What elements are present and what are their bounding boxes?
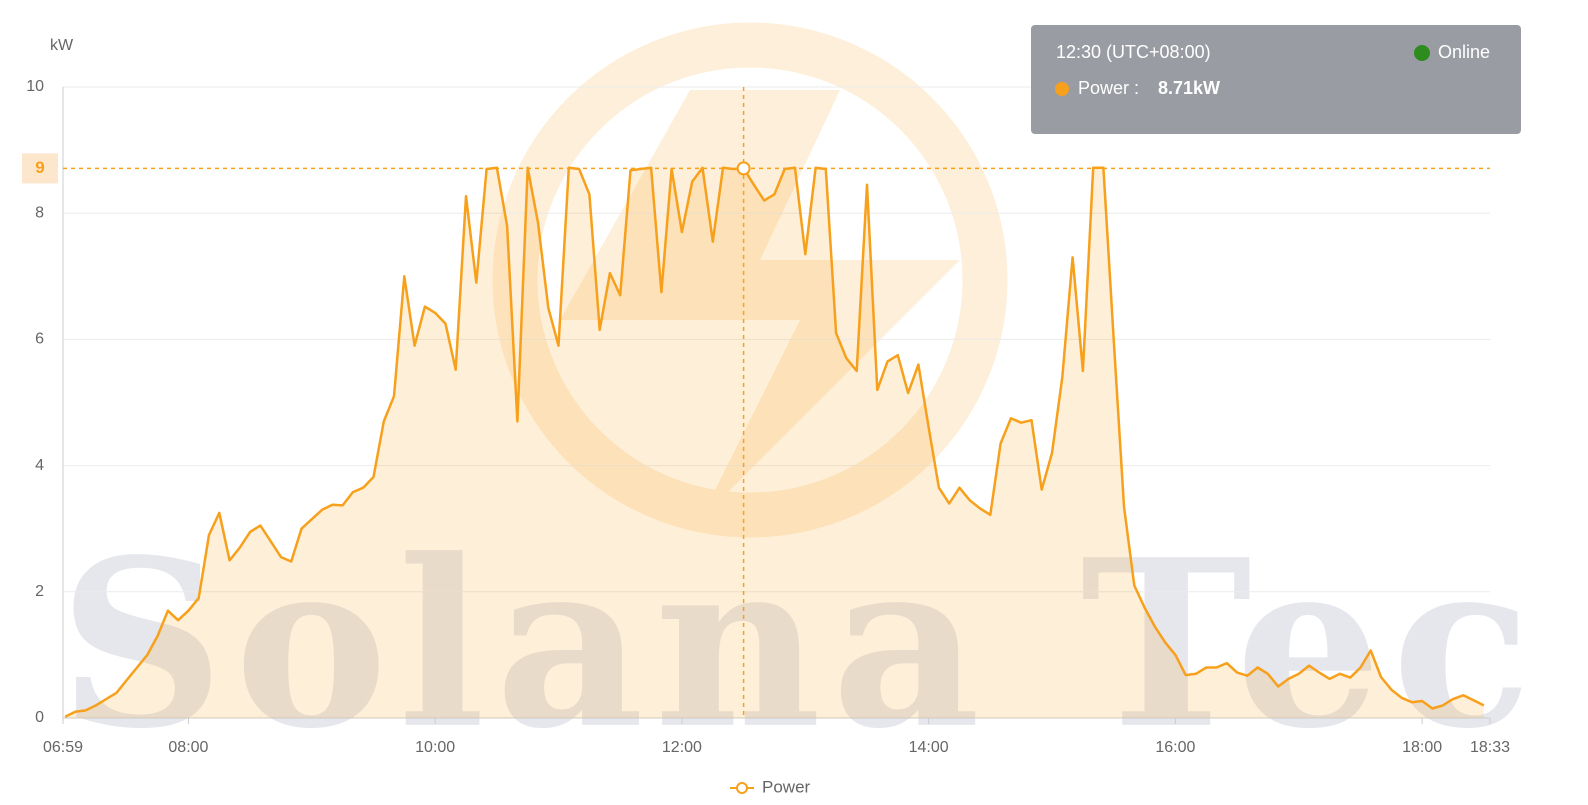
x-tick-label: 10:00	[415, 739, 455, 756]
status-dot	[1414, 45, 1430, 61]
axis-pointer-label: 9	[35, 158, 44, 177]
tooltip-status: Online	[1438, 42, 1490, 62]
y-tick-label: 4	[35, 457, 44, 474]
tooltip-marker	[1055, 82, 1069, 96]
y-tick-label: 6	[35, 331, 44, 348]
y-axis-unit: kW	[50, 37, 74, 54]
legend-label: Power	[762, 777, 811, 796]
tooltip-box	[1031, 25, 1521, 134]
x-tick-label: 08:00	[168, 739, 208, 756]
x-tick-label: 12:00	[662, 739, 702, 756]
axis-pointer-box	[22, 153, 58, 184]
x-tick-label: 18:00	[1402, 739, 1442, 756]
logo-ring	[492, 22, 1008, 538]
x-tick-label: 06:59	[43, 739, 83, 756]
tooltip-series: Power :	[1078, 78, 1139, 98]
x-tick-label: 14:00	[909, 739, 949, 756]
tooltip-value: 8.71kW	[1158, 78, 1220, 98]
tooltip: 12:30 (UTC+08:00) Online Power : 8.71kW	[1031, 25, 1521, 134]
watermark: Solana Tec	[58, 510, 1541, 780]
y-tick-label: 0	[35, 709, 44, 726]
x-tick-label: 18:33	[1470, 739, 1510, 756]
tooltip-time: 12:30 (UTC+08:00)	[1056, 42, 1211, 62]
x-tick-label: 16:00	[1155, 739, 1195, 756]
hover-point	[736, 161, 751, 176]
series-line	[64, 166, 1485, 718]
legend-marker	[736, 782, 748, 794]
logo-bolt	[560, 90, 960, 520]
area-fill	[65, 167, 1484, 719]
y-tick-label: 2	[35, 583, 44, 600]
y-tick-label: 10	[26, 78, 44, 95]
y-tick-label: 8	[35, 204, 44, 221]
logo-watermark	[492, 22, 1008, 538]
